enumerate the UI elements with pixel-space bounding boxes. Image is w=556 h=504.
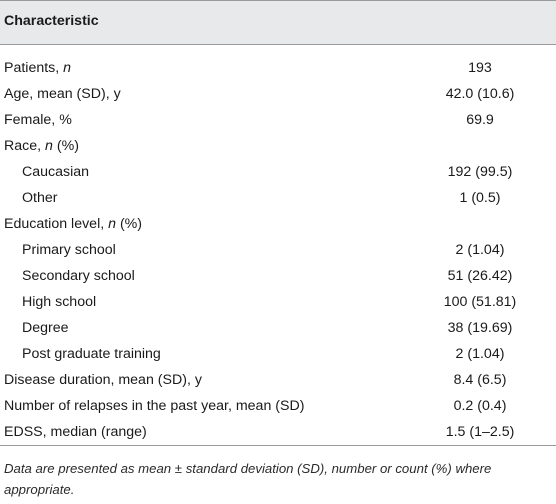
table-row: Disease duration, mean (SD), y 8.4 (6.5) [0, 367, 556, 393]
row-label-suffix: (%) [116, 216, 143, 232]
table-row: High school 100 (51.81) [0, 289, 556, 315]
row-label: Age, mean (SD), y [4, 81, 121, 107]
row-label-text: Other [22, 190, 58, 206]
row-label: Number of relapses in the past year, mea… [4, 393, 304, 419]
bottom-rule [0, 445, 556, 446]
row-value: 69.9 [466, 112, 494, 128]
row-value: 1.5 (1–2.5) [445, 424, 515, 440]
row-label-text: Disease duration, mean (SD), y [4, 372, 202, 388]
row-label: Degree [22, 315, 69, 341]
table-row: Degree 38 (19.69) [0, 315, 556, 341]
table-row: Number of relapses in the past year, mea… [0, 393, 556, 419]
table-header-row: Characteristic [0, 1, 556, 44]
table-row: Other 1 (0.5) [0, 185, 556, 211]
row-value: 2 (1.04) [455, 242, 505, 258]
row-label: Race, n (%) [4, 133, 79, 159]
table-row: Age, mean (SD), y 42.0 (10.6) [0, 81, 556, 107]
table-footnote: Data are presented as mean ± standard de… [4, 461, 492, 497]
row-label-text: Female, % [4, 112, 72, 128]
row-value: 0.2 (0.4) [453, 398, 507, 414]
row-value: 192 (99.5) [447, 164, 513, 180]
row-label-suffix: (%) [52, 138, 79, 154]
row-label-italic: n [45, 138, 53, 154]
row-value: 42.0 (10.6) [445, 86, 515, 102]
table-row: Patients, n 193 [0, 55, 556, 81]
table-row: Female, % 69.9 [0, 107, 556, 133]
header-characteristic: Characteristic [4, 13, 99, 29]
row-label-text: Education level, [4, 216, 109, 232]
row-label-text: EDSS, median (range) [4, 424, 147, 440]
row-label: Disease duration, mean (SD), y [4, 367, 202, 393]
row-value: 2 (1.04) [455, 346, 505, 362]
row-value: 38 (19.69) [447, 320, 513, 336]
row-label-italic: n [108, 216, 116, 232]
table-row: Education level, n (%) [0, 211, 556, 237]
table-row: Secondary school 51 (26.42) [0, 263, 556, 289]
row-label: Female, % [4, 107, 72, 133]
row-value: 193 [468, 60, 492, 76]
row-label-italic: n [63, 60, 72, 76]
row-label-text: Number of relapses in the past year, mea… [4, 398, 305, 414]
row-label: Other [22, 185, 57, 211]
row-label-text: Caucasian [22, 164, 90, 180]
table-row: Race, n (%) [0, 133, 556, 159]
row-label: Caucasian [22, 159, 89, 185]
row-label: Primary school [22, 237, 116, 263]
table-row: Primary school 2 (1.04) [0, 237, 556, 263]
row-label: EDSS, median (range) [4, 419, 147, 445]
top-rule [0, 0, 556, 1]
row-label-text: Primary school [22, 242, 116, 258]
row-label-text: Secondary school [22, 268, 135, 284]
row-label-text: Post graduate training [22, 346, 161, 362]
row-label: High school [22, 289, 96, 315]
row-label: Patients, n [4, 55, 71, 81]
row-value: 1 (0.5) [459, 190, 501, 206]
row-label-text: Age, mean (SD), y [4, 86, 121, 102]
row-label: Education level, n (%) [4, 211, 142, 237]
table-row: EDSS, median (range) 1.5 (1–2.5) [0, 419, 556, 445]
row-label-text: Degree [22, 320, 69, 336]
table-row: Caucasian 192 (99.5) [0, 159, 556, 185]
row-value: 100 (51.81) [443, 294, 517, 310]
header-rule [0, 44, 556, 45]
row-label-text: Race, [4, 138, 46, 154]
row-label: Secondary school [22, 263, 135, 289]
table-row: Post graduate training 2 (1.04) [0, 341, 556, 367]
row-label: Post graduate training [22, 341, 161, 367]
row-value: 8.4 (6.5) [453, 372, 507, 388]
row-label-text: Patients, [4, 60, 64, 76]
row-value: 51 (26.42) [447, 268, 513, 284]
row-label-text: High school [22, 294, 97, 310]
